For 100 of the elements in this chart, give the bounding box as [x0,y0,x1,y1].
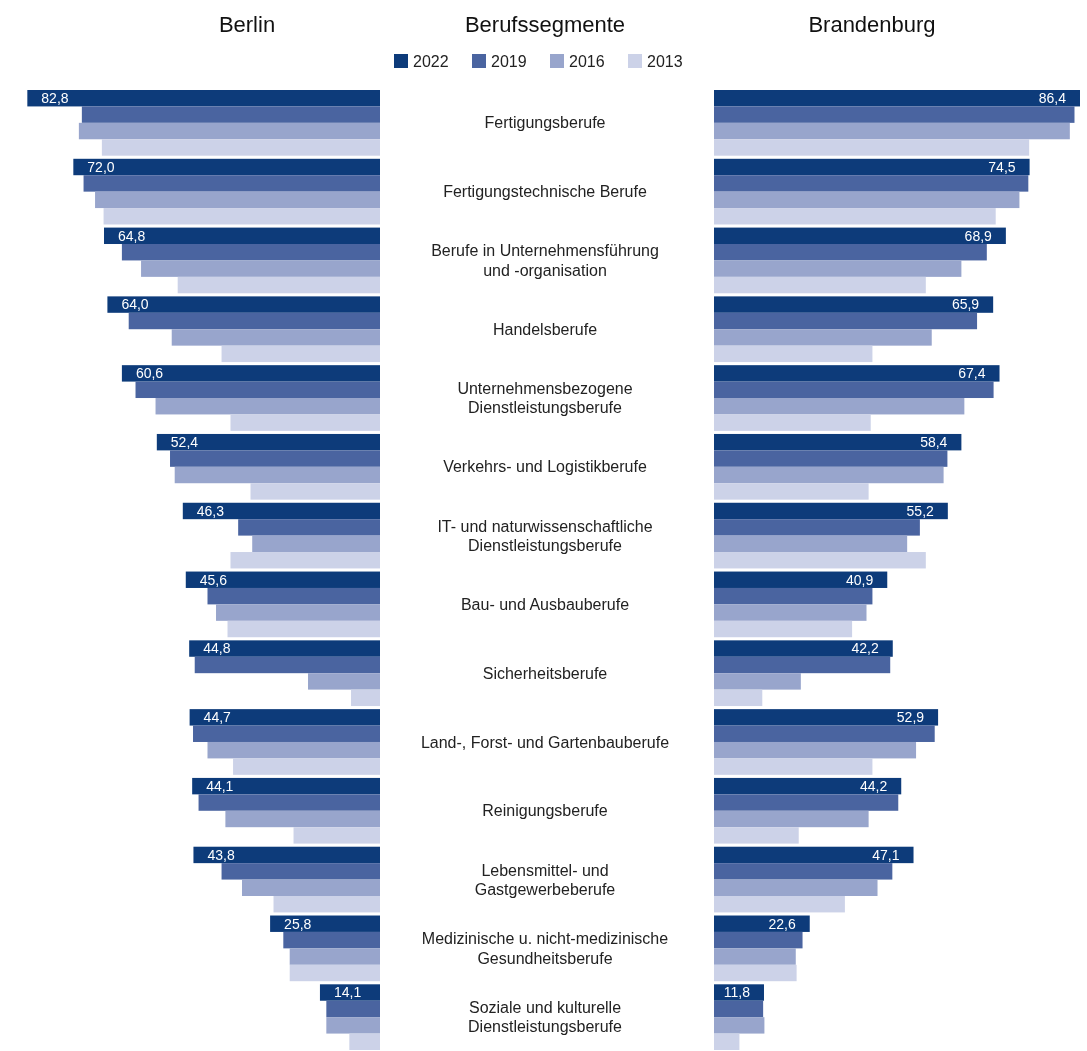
bar [207,741,380,759]
bar [83,175,380,192]
bar [714,122,1070,140]
bar [714,345,873,363]
bar [95,191,380,209]
data-label: 45,6 [199,571,228,588]
bar [293,827,380,844]
bar [227,620,380,638]
bar [230,414,380,431]
data-label: 72,0 [87,158,115,175]
y-tick-label: Berufe in Unternehmensführung und -organisation [431,242,659,279]
bar [714,535,908,553]
bar [326,1017,380,1034]
bar [121,365,380,382]
bar [194,656,380,674]
bar [714,227,1006,245]
bar [714,450,948,467]
bar [238,519,380,536]
bar [714,758,873,775]
data-label: 11,8 [723,984,751,1001]
bar [714,846,914,864]
bar [714,329,932,346]
bar [714,587,873,605]
bar [225,810,380,828]
y-tick-label: Medizinische u. nicht-medizinische Gesundheitsberufe [421,930,669,967]
legend-label: 2022 [413,52,449,70]
bar [714,656,891,674]
legend-label: 2013 [647,52,683,70]
data-label: 44,2 [859,778,888,795]
bar [171,329,380,346]
bar [104,227,380,245]
bar [207,587,380,605]
bar [714,381,994,399]
bar [714,827,799,844]
bar [714,139,1030,156]
bar [155,398,380,415]
bar [714,260,962,277]
data-label: 14,1 [333,984,362,1001]
bar [714,741,917,759]
bar [101,139,380,156]
data-label: 52,4 [170,434,199,451]
bar [198,794,380,811]
bar [121,244,380,261]
bar [714,689,763,707]
y-tick-label: Sicherheitsberufe [482,664,608,682]
data-label: 44,1 [206,778,234,795]
bar [714,191,1020,209]
y-tick-label: Verkehrs- und Logistikberufe [443,458,647,476]
bar [182,502,380,520]
bar [714,519,920,536]
bar [714,620,853,638]
bar [283,931,380,949]
bar [714,365,1000,382]
bar [177,276,380,294]
bar [714,106,1075,123]
bar [103,208,380,225]
bar [714,312,978,330]
data-label: 58,4 [920,434,948,451]
chart-title: Brandenburg [808,12,936,37]
bar [216,604,380,621]
data-label: 65,9 [951,296,980,313]
bar [714,725,935,742]
data-label: 64,8 [118,227,146,244]
data-label: 74,5 [988,158,1016,175]
bar [714,604,867,621]
bar [714,673,801,690]
bar [714,502,948,520]
bar [714,964,797,982]
y-tick-label: Lebensmittel- und Gastgewerbeberufe [474,861,616,898]
y-tick-label: Fertigungsberufe [484,114,606,132]
bar [78,122,380,140]
y-tick-label: Unternehmensbezogene Dienstleistungsberufe [457,380,633,417]
bar [107,296,380,313]
bar [73,158,380,176]
bar [714,810,869,828]
bar [170,450,380,467]
data-label: 68,9 [964,227,993,244]
bar [81,106,380,123]
bar [273,895,380,913]
data-label: 46,3 [196,502,225,519]
bar [714,895,845,913]
bar [714,948,796,965]
bar [319,984,380,1001]
bar [714,1000,764,1018]
bar [193,846,380,864]
bar [714,276,926,294]
bar [714,777,902,795]
bar [714,794,899,811]
bar [189,640,380,657]
y-tick-label: Reinigungsberufe [482,802,608,820]
bar [308,673,380,690]
bar [714,879,878,896]
bar [714,433,962,451]
bar [714,709,939,726]
bar [250,483,380,500]
data-label: 82,8 [41,90,69,107]
data-label: 86,4 [1038,90,1067,107]
bar [714,158,1030,176]
bar [714,244,987,261]
y-tick-label: Soziale und kulturelle Dienstleistungsberufe [468,999,623,1036]
